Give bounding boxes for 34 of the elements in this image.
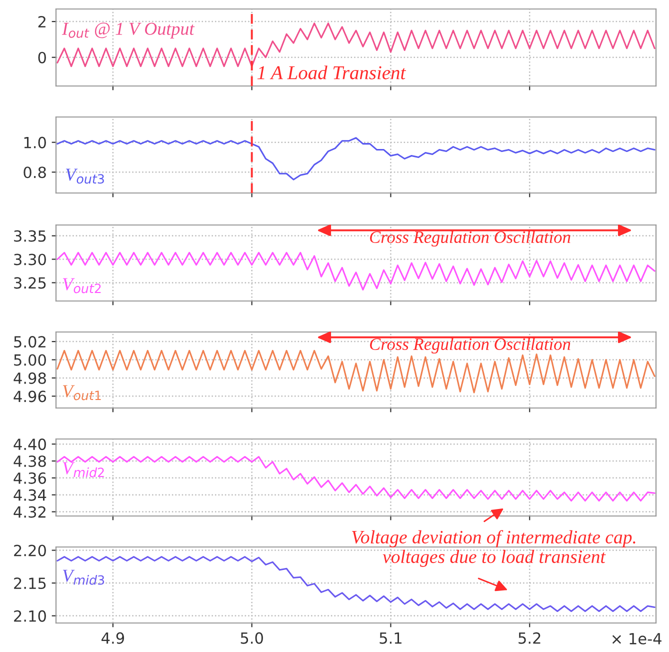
y-tick-label: 0.8 (24, 166, 46, 178)
y-tick-label: 4.36 (14, 472, 46, 484)
x-tick-label: 4.9 (102, 632, 124, 644)
x-tick-label: 5.0 (240, 632, 263, 644)
y-tick-label: 4.32 (14, 506, 46, 518)
series-label: I$_{out}$ @ 1 V Output (62, 22, 195, 39)
series-label: V$_{mid3}$ (62, 570, 104, 585)
y-tick-label: 5.00 (14, 354, 46, 366)
annotation: Cross Regulation Oscillation (370, 230, 570, 247)
y-tick-label: 4.38 (14, 455, 46, 468)
y-tick-label: 0 (38, 52, 46, 64)
y-tick-label: 2 (38, 16, 46, 28)
y-tick-label: 4.40 (14, 438, 46, 450)
x-tick-label: 5.2 (518, 632, 540, 644)
text: × 1e-4 (612, 633, 662, 644)
y-tick-label: 4.34 (14, 489, 46, 501)
annotation: 1 A Load Transient (257, 66, 406, 80)
series-label: V$_{out2}$ (62, 278, 101, 294)
y-tick-label: 1.0 (24, 136, 46, 148)
y-tick-label: 3.30 (14, 254, 46, 266)
y-tick-label: 5.02 (14, 336, 46, 348)
series-label: V$_{mid2}$ (62, 462, 104, 478)
annotation: Cross Regulation Oscillation (370, 338, 570, 354)
y-tick-label: 4.98 (14, 372, 46, 384)
y-tick-label: 4.96 (14, 390, 46, 402)
series-label: V$_{out1}$ (62, 385, 101, 400)
y-tick-label: 3.35 (14, 230, 46, 242)
y-tick-label: 3.25 (14, 277, 46, 289)
series-label: V$_{out3}$ (66, 168, 104, 184)
y-tick-label: 2.10 (14, 610, 46, 622)
y-tick-label: 2.20 (14, 544, 46, 556)
annotation: Voltage deviation of intermediate cap. voltages due to load transient (352, 530, 636, 567)
x-tick-label: 5.1 (380, 632, 402, 644)
y-tick-label: 2.15 (14, 578, 46, 590)
